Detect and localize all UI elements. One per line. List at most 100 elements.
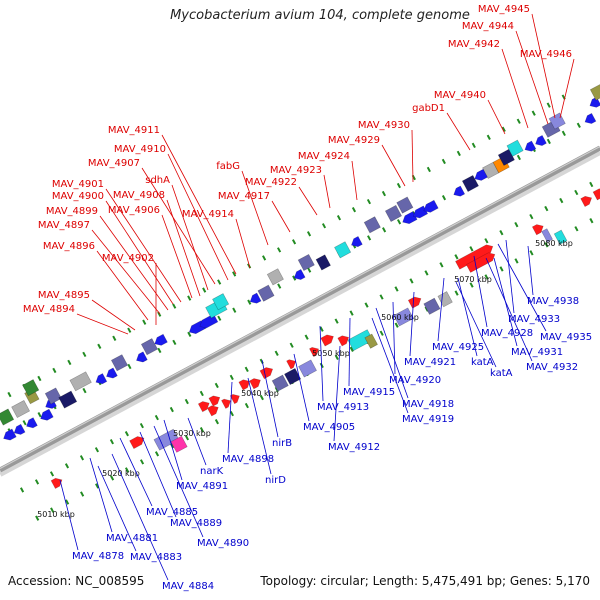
lower-gene-label: MAV_4912 (328, 442, 380, 453)
lower-leader-line (527, 245, 534, 296)
lower-gene-label: MAV_4925 (432, 342, 484, 353)
lower-gene-label: MAV_4935 (540, 332, 592, 343)
lower-gene-label: MAV_4918 (402, 399, 454, 410)
upper-gene-label: MAV_4914 (182, 209, 234, 220)
track-guide-dot (154, 414, 159, 421)
lower-leader-line (247, 377, 272, 475)
forward-gene-arrow (129, 436, 145, 450)
gene-block (553, 229, 568, 245)
track-guide-dot (424, 270, 429, 276)
track-guide-dot (214, 418, 219, 425)
track-guide-dot (37, 412, 42, 418)
track-guide-dot (382, 227, 387, 233)
upper-gene-label: MAV_4924 (298, 151, 350, 162)
lower-leader-line (409, 291, 415, 357)
track-guide-dot (232, 307, 237, 313)
track-guide-dot (469, 282, 474, 288)
track-guide-dot (157, 347, 162, 354)
track-guide-dot (139, 422, 144, 429)
lower-gene-label: nirD (265, 475, 286, 486)
upper-gene-label: fabG (216, 161, 240, 172)
lower-leader-line (293, 353, 310, 422)
track-guide-dot (469, 246, 474, 252)
upper-gene-label: MAV_4929 (328, 135, 380, 146)
gene-block (396, 196, 414, 214)
kbp-label: 5040 kbp (241, 389, 279, 398)
gene-block (44, 387, 62, 405)
track-guide-dot (97, 343, 102, 350)
lower-gene-label: MAV_4913 (317, 402, 369, 413)
track-guide-dot (217, 279, 222, 285)
lower-leader-line (375, 307, 409, 399)
lower-gene-label: MAV_4883 (130, 552, 182, 563)
reverse-gene-arrow (249, 292, 262, 304)
track-guide-dot (82, 351, 87, 358)
reverse-gene-arrow (524, 140, 537, 152)
track-guide-dot (274, 350, 279, 356)
reverse-gene-arrow (453, 185, 466, 197)
lower-gene-label: MAV_4885 (146, 507, 198, 518)
upper-leader-line (501, 48, 529, 129)
track-guide-dot (409, 278, 414, 284)
lower-gene-label: MAV_4932 (526, 362, 578, 373)
lower-gene-label: MAV_4919 (402, 414, 454, 425)
track-guide-dot (321, 223, 327, 229)
upper-leader-line (99, 215, 169, 311)
track-guide-dot (187, 295, 192, 301)
track-guide-dot (589, 181, 594, 188)
track-guide-dot (544, 242, 549, 248)
track-guide-dot (37, 375, 42, 382)
reverse-gene-arrow (199, 313, 219, 329)
gene-block (541, 228, 553, 243)
track-guide-dot (35, 515, 40, 521)
track-guide-dot (127, 327, 132, 333)
track-guide-dot (95, 483, 100, 489)
lower-gene-label: katA (471, 357, 494, 368)
upper-leader-line (298, 186, 318, 216)
genome-backbone-highlight (0, 145, 600, 470)
track-guide-dot (172, 339, 177, 346)
reverse-gene-arrow (351, 235, 363, 248)
lower-leader-line (89, 457, 113, 533)
reverse-gene-arrow (412, 205, 429, 219)
track-guide-dot (499, 266, 504, 272)
lower-gene-label: narK (200, 466, 224, 477)
gene-block (0, 408, 15, 426)
lower-leader-line (455, 281, 497, 368)
forward-gene-arrow (309, 347, 320, 358)
track-guide-dot (514, 221, 519, 228)
lower-gene-label: katA (490, 368, 513, 379)
genome-summary-text: Topology: circular; Length: 5,475,491 bp… (260, 574, 590, 588)
track-guide-dot (229, 374, 234, 381)
track-guide-dot (79, 455, 85, 461)
track-guide-dot (289, 342, 294, 348)
upper-gene-label: gabD1 (412, 103, 445, 114)
track-guide-dot (471, 142, 476, 149)
lower-gene-label: MAV_4928 (481, 328, 533, 339)
upper-leader-line (351, 160, 358, 201)
upper-leader-line (271, 200, 291, 233)
upper-leader-line (531, 13, 556, 119)
track-guide-dot (529, 250, 534, 256)
track-guide-dot (334, 354, 339, 361)
track-guide-dot (589, 218, 594, 224)
upper-leader-line (161, 134, 237, 275)
track-guide-dot (546, 102, 551, 108)
gene-block (11, 400, 31, 419)
upper-leader-line (323, 174, 331, 209)
track-guide-dot (202, 287, 207, 293)
upper-leader-line (515, 30, 549, 125)
reverse-gene-arrow (584, 112, 597, 124)
upper-gene-label: MAV_4907 (88, 158, 140, 169)
track-guide-dot (169, 406, 174, 413)
track-guide-dot (244, 402, 249, 409)
gene-block (140, 338, 158, 356)
track-guide-dot (364, 302, 369, 308)
forward-gene-arrow (580, 195, 593, 207)
track-guide-dot (397, 219, 402, 225)
upper-leader-line (167, 153, 229, 281)
lower-leader-line (457, 277, 478, 357)
forward-gene-arrow (238, 379, 251, 391)
page-title: Mycobacterium avium 104, complete genome (170, 8, 470, 23)
kbp-label: 5010 kbp (37, 510, 75, 519)
